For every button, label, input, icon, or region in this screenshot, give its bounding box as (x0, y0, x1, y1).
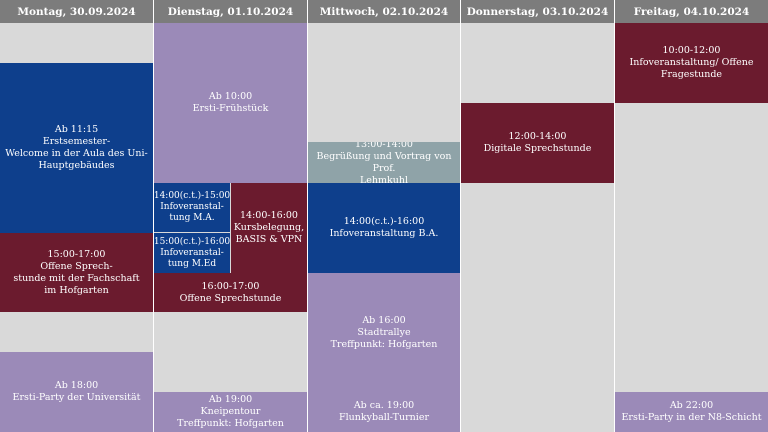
day-header-tuesday: Dienstag, 01.10.2024 (154, 0, 307, 23)
event-text: 12:00-14:00 Digitale Sprechstunde (483, 131, 592, 154)
event-thu-digitale-sprechstunde[interactable]: 12:00-14:00 Digitale Sprechstunde (461, 103, 614, 183)
event-wed-vortrag[interactable]: 13:00-14:00 Begrüßung und Vortrag von Pr… (308, 142, 460, 183)
event-tue-fruehstueck[interactable]: Ab 10:00 Ersti-Frühstück (154, 23, 307, 183)
event-tue-sprechstunde[interactable]: 16:00-17:00 Offene Sprechstunde (154, 273, 307, 312)
event-text: 14:00-16:00 Kursbelegung, BASIS & VPN (233, 210, 305, 245)
event-text: 14:00(c.t.)-16:00 Infoveranstaltung B.A. (329, 216, 439, 239)
event-tue-info-med[interactable]: 15:00(c.t.)-16:00 Infoveranstal- tung M.… (154, 233, 230, 273)
event-text: 15:00(c.t.)-16:00 Infoveranstal- tung M.… (154, 236, 230, 269)
event-text: 16:00-17:00 Offene Sprechstunde (179, 280, 282, 304)
event-text: 14:00(c.t.)-15:00 Infoveranstal- tung M.… (154, 191, 230, 223)
event-wed-flunkyball[interactable]: Ab ca. 19:00 Flunkyball-Turnier (308, 392, 460, 432)
day-header-thursday: Donnerstag, 03.10.2024 (461, 0, 614, 23)
event-text: Ab ca. 19:00 Flunkyball-Turnier (339, 400, 429, 423)
event-fri-party[interactable]: Ab 22:00 Ersti-Party in der N8-Schicht (615, 392, 768, 432)
event-text: Ab 10:00 Ersti-Frühstück (192, 91, 269, 114)
day-header-friday: Freitag, 04.10.2024 (615, 0, 768, 23)
event-text: Ab 11:15 Erstsemester- Welcome in der Au… (5, 124, 148, 171)
event-mon-welcome[interactable]: Ab 11:15 Erstsemester- Welcome in der Au… (0, 63, 153, 233)
event-wed-stadtrallye[interactable]: Ab 16:00 Stadtrallye Treffpunkt: Hofgart… (308, 273, 460, 392)
event-text: Ab 16:00 Stadtrallye Treffpunkt: Hofgart… (330, 314, 438, 350)
event-tue-kursbelegung[interactable]: 14:00-16:00 Kursbelegung, BASIS & VPN (231, 183, 307, 273)
day-header-monday: Montag, 30.09.2024 (0, 0, 153, 23)
event-fri-infoveranstaltung[interactable]: 10:00-12:00 Infoveranstaltung/ Offene Fr… (615, 23, 768, 103)
event-text: 15:00-17:00 Offene Sprech- stunde mit de… (13, 248, 140, 296)
event-text: Ab 19:00 Kneipentour Treffpunkt: Hofgart… (177, 394, 284, 429)
event-tue-info-ma[interactable]: 14:00(c.t.)-15:00 Infoveranstal- tung M.… (154, 183, 230, 232)
event-mon-sprechstunde[interactable]: 15:00-17:00 Offene Sprech- stunde mit de… (0, 233, 153, 312)
day-header-wednesday: Mittwoch, 02.10.2024 (308, 0, 460, 23)
event-mon-party[interactable]: Ab 18:00 Ersti-Party der Universität (0, 352, 153, 432)
event-text: Ab 18:00 Ersti-Party der Universität (12, 380, 141, 403)
event-tue-kneipentour[interactable]: Ab 19:00 Kneipentour Treffpunkt: Hofgart… (154, 392, 307, 432)
day-column-thursday (461, 23, 614, 432)
event-text: Ab 22:00 Ersti-Party in der N8-Schicht (621, 400, 762, 423)
event-wed-info-ba[interactable]: 14:00(c.t.)-16:00 Infoveranstaltung B.A. (308, 183, 460, 273)
event-text: 13:00-14:00 Begrüßung und Vortrag von Pr… (316, 142, 452, 183)
event-text: 10:00-12:00 Infoveranstaltung/ Offene Fr… (629, 45, 754, 80)
